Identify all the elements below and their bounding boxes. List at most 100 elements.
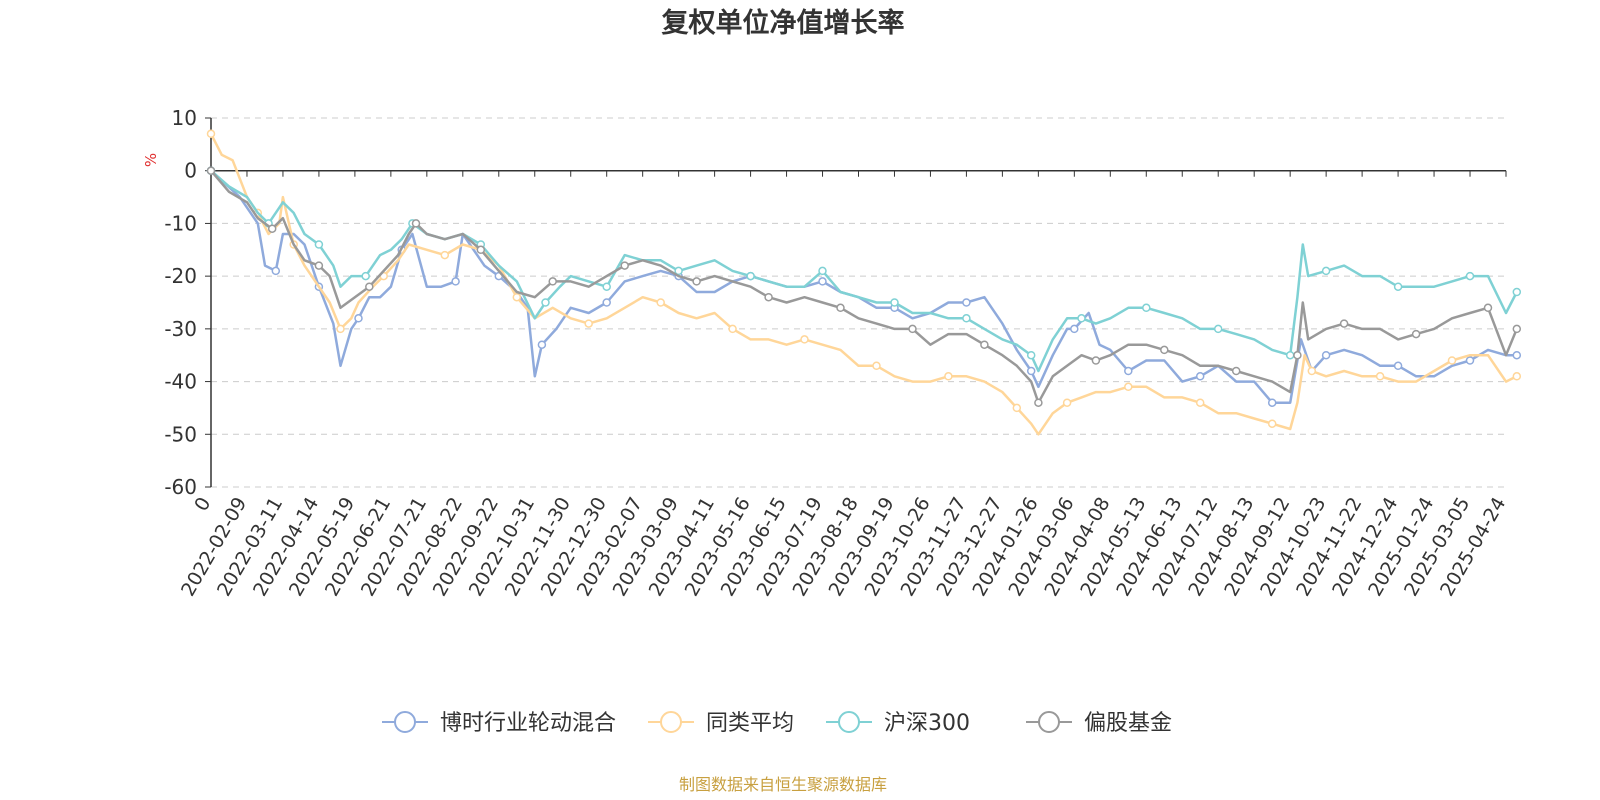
series-point: [336, 324, 345, 334]
series-point: [1512, 372, 1522, 381]
series-point: [267, 224, 277, 233]
series-point: [1285, 350, 1295, 360]
series-point: [1465, 356, 1475, 365]
y-axis-unit: %: [142, 153, 160, 167]
series-point: [1307, 366, 1317, 376]
series-point: [1213, 324, 1223, 334]
series-point: [314, 261, 324, 270]
series-point: [1375, 372, 1385, 381]
series-point: [674, 266, 683, 276]
series-point: [361, 271, 370, 281]
series-point: [1512, 287, 1522, 297]
series-point: [1091, 356, 1101, 365]
y-tick-label: -40: [164, 370, 197, 394]
series-point: [548, 277, 557, 286]
legend-swatch-marker: [1038, 711, 1060, 733]
series-point: [1124, 382, 1133, 392]
y-tick-label: -60: [164, 475, 197, 499]
legend-item-0[interactable]: 博时行业轮动混合: [382, 711, 616, 736]
legend-label: 偏股基金: [1084, 711, 1172, 736]
series-line-3: [210, 169, 1518, 404]
series-point: [206, 129, 216, 139]
series-point: [1077, 314, 1086, 323]
series-point: [1483, 303, 1493, 313]
legend-item-2[interactable]: 沪深300: [826, 711, 970, 736]
series-point: [1339, 319, 1349, 328]
series-point: [271, 266, 281, 276]
chart-title: 复权单位净值增长率: [662, 7, 905, 39]
series-point: [1411, 329, 1421, 339]
series-point: [314, 240, 324, 249]
series-point: [1070, 324, 1079, 334]
series-point: [602, 298, 611, 307]
series-point: [980, 340, 989, 349]
series-line-0: [210, 169, 1517, 404]
legend-swatch-marker: [838, 711, 860, 733]
legend-swatch-marker: [394, 711, 416, 733]
series-point: [1026, 366, 1036, 376]
series-point: [746, 271, 755, 281]
series-point: [602, 282, 611, 291]
grid-lines: [211, 117, 1506, 488]
legend[interactable]: 博时行业轮动混合 同类平均 沪深300 偏股基金: [382, 711, 1172, 736]
series-point: [440, 250, 450, 260]
data-source-note: 制图数据来自恒生聚源数据库: [679, 775, 887, 794]
series-point: [584, 319, 593, 328]
y-tick-label: -20: [164, 264, 197, 288]
series-point: [1026, 350, 1036, 360]
legend-item-3[interactable]: 偏股基金: [1026, 711, 1172, 736]
series-point: [1465, 271, 1475, 281]
series-point: [764, 292, 773, 302]
series-point: [1012, 403, 1022, 413]
series-point: [1393, 361, 1403, 371]
series-point: [836, 303, 845, 313]
series-point: [908, 324, 917, 334]
series-point: [1321, 266, 1331, 276]
series-point: [206, 166, 216, 175]
series-point: [1195, 372, 1205, 381]
series-lines: [206, 129, 1522, 436]
series-point: [872, 361, 881, 371]
series-point: [818, 277, 827, 286]
series-point: [1142, 303, 1151, 313]
series-point: [1062, 398, 1072, 407]
series-point: [1124, 366, 1133, 376]
y-tick-label: 10: [172, 106, 197, 130]
legend-label: 博时行业轮动混合: [440, 711, 616, 736]
series-point: [944, 372, 953, 381]
legend-label: 同类平均: [706, 711, 794, 736]
series-point: [1034, 398, 1043, 407]
y-axis-ticks: 10 0 -10 -20 -30 -40 -50 -60: [164, 106, 211, 499]
series-point: [1195, 398, 1205, 407]
series-point: [962, 314, 971, 323]
series-point: [541, 298, 550, 307]
series-point: [1293, 350, 1302, 360]
x-tick-label: 0: [190, 494, 215, 515]
series-point: [1267, 398, 1277, 407]
series-line-1: [209, 133, 1518, 436]
series-point: [512, 292, 522, 302]
series-point: [656, 298, 665, 307]
series-point: [818, 266, 827, 276]
series-point: [365, 282, 374, 291]
series-point: [354, 314, 363, 323]
x-axis-ticks: 02022-02-092022-03-112022-04-142022-05-1…: [177, 170, 1510, 600]
series-point: [1393, 282, 1403, 291]
series-point: [411, 219, 421, 228]
series-point: [890, 298, 899, 307]
series-point: [620, 261, 629, 270]
legend-swatch-marker: [660, 711, 682, 733]
legend-item-1[interactable]: 同类平均: [648, 711, 794, 736]
series-point: [1160, 345, 1169, 355]
legend-label: 沪深300: [884, 711, 970, 736]
series-point: [1512, 324, 1522, 334]
series-point: [1512, 350, 1522, 360]
y-tick-label: -10: [164, 211, 197, 235]
series-point: [1321, 350, 1331, 360]
series-point: [1447, 356, 1457, 365]
series-point: [962, 298, 971, 307]
y-tick-label: -30: [164, 317, 197, 341]
y-tick-label: 0: [184, 159, 197, 183]
series-point: [476, 245, 486, 255]
